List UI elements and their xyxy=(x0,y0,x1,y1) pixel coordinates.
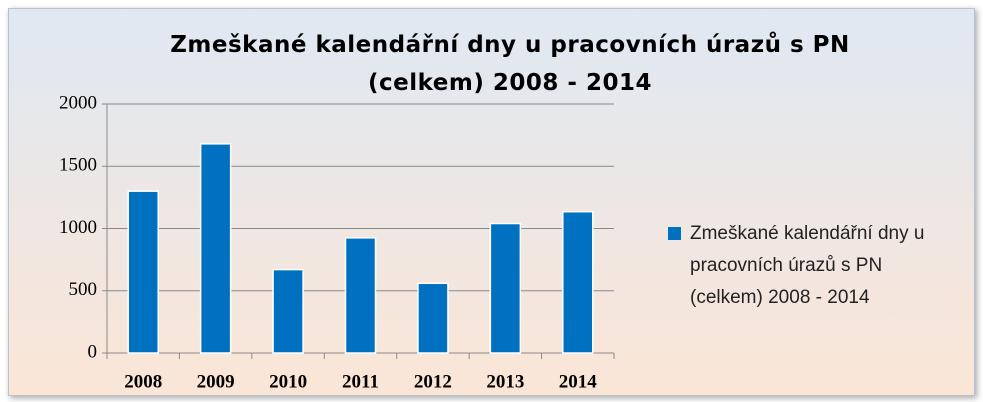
legend-swatch xyxy=(668,227,681,240)
y-tick-label: 2000 xyxy=(59,92,97,113)
legend-label: Zmeškané kalendářní dny u pracovních úra… xyxy=(690,223,925,308)
y-tick-label: 1500 xyxy=(59,155,97,176)
chart-title: Zmeškané kalendářní dny u pracovních úra… xyxy=(170,32,850,96)
y-tick-label: 1000 xyxy=(59,217,97,238)
x-tick-label: 2014 xyxy=(559,371,598,392)
bar xyxy=(562,210,594,354)
bar xyxy=(417,282,449,354)
y-tick-label: 500 xyxy=(69,279,98,300)
x-tick-label: 2009 xyxy=(197,371,235,392)
x-tick-label: 2011 xyxy=(342,371,379,392)
x-tick-label: 2010 xyxy=(269,371,307,392)
y-tick-label: 0 xyxy=(88,341,98,362)
x-tick-label: 2008 xyxy=(124,371,162,392)
bar xyxy=(199,143,232,354)
bar xyxy=(344,237,377,354)
bar xyxy=(127,190,159,354)
legend: Zmeškané kalendářní dny u pracovních úra… xyxy=(668,218,958,314)
bar xyxy=(489,222,522,354)
x-tick-label: 2013 xyxy=(486,371,524,392)
bar xyxy=(272,268,304,354)
x-tick-label: 2012 xyxy=(414,371,452,392)
